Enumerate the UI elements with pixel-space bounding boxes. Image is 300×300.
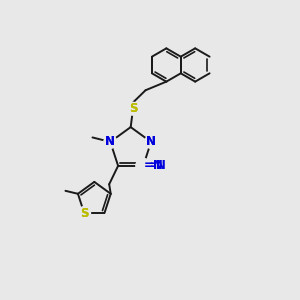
- Circle shape: [104, 136, 117, 148]
- Circle shape: [78, 207, 90, 219]
- Text: S: S: [129, 102, 137, 115]
- Circle shape: [145, 136, 157, 148]
- Text: N: N: [146, 135, 156, 148]
- Text: N: N: [105, 135, 115, 148]
- Text: =N: =N: [147, 159, 167, 172]
- Circle shape: [136, 158, 151, 173]
- Text: S: S: [80, 207, 88, 220]
- Circle shape: [137, 160, 149, 172]
- Text: S: S: [129, 102, 137, 115]
- Text: N: N: [105, 135, 115, 148]
- Circle shape: [78, 207, 90, 219]
- Text: S: S: [80, 207, 88, 220]
- Text: N: N: [146, 135, 156, 148]
- Circle shape: [104, 136, 117, 148]
- Circle shape: [127, 102, 139, 115]
- Circle shape: [127, 102, 139, 115]
- Circle shape: [145, 136, 157, 148]
- Text: =N: =N: [144, 159, 164, 172]
